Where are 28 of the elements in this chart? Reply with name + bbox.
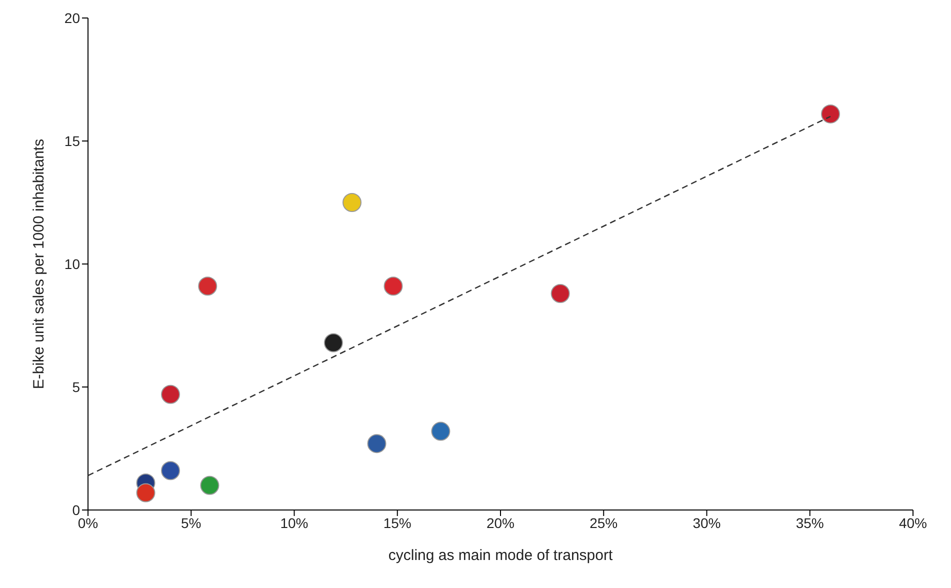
x-tick-label: 30% <box>692 514 721 531</box>
point <box>200 476 220 495</box>
x-tick-label: 10% <box>280 514 308 531</box>
point <box>161 384 180 404</box>
y-tick-label: 5 <box>72 378 80 395</box>
point <box>384 276 403 296</box>
y-tick-label: 20 <box>64 10 80 26</box>
point <box>431 422 450 441</box>
point <box>161 461 180 480</box>
x-tick-label: 20% <box>486 514 515 531</box>
x-axis-title: cycling as main mode of transport <box>388 547 614 564</box>
point <box>324 333 343 352</box>
y-tick-label: 15 <box>64 132 80 149</box>
point <box>342 193 362 212</box>
x-tick-label: 40% <box>898 514 928 531</box>
point <box>367 434 386 454</box>
x-tick-label: 5% <box>181 514 202 531</box>
point <box>821 104 840 124</box>
y-tick-label: 10 <box>64 256 80 272</box>
x-tick-label: 0% <box>78 514 98 531</box>
point <box>198 276 218 296</box>
point <box>136 483 156 502</box>
x-tick-label: 35% <box>796 514 824 531</box>
point <box>550 284 570 304</box>
y-tick-label: 0 <box>72 502 80 518</box>
x-tick-label: 15% <box>383 514 412 531</box>
y-axis-title: E-bike unit sales per 1000 inhabitants <box>30 138 48 390</box>
x-tick-label: 25% <box>590 514 618 531</box>
